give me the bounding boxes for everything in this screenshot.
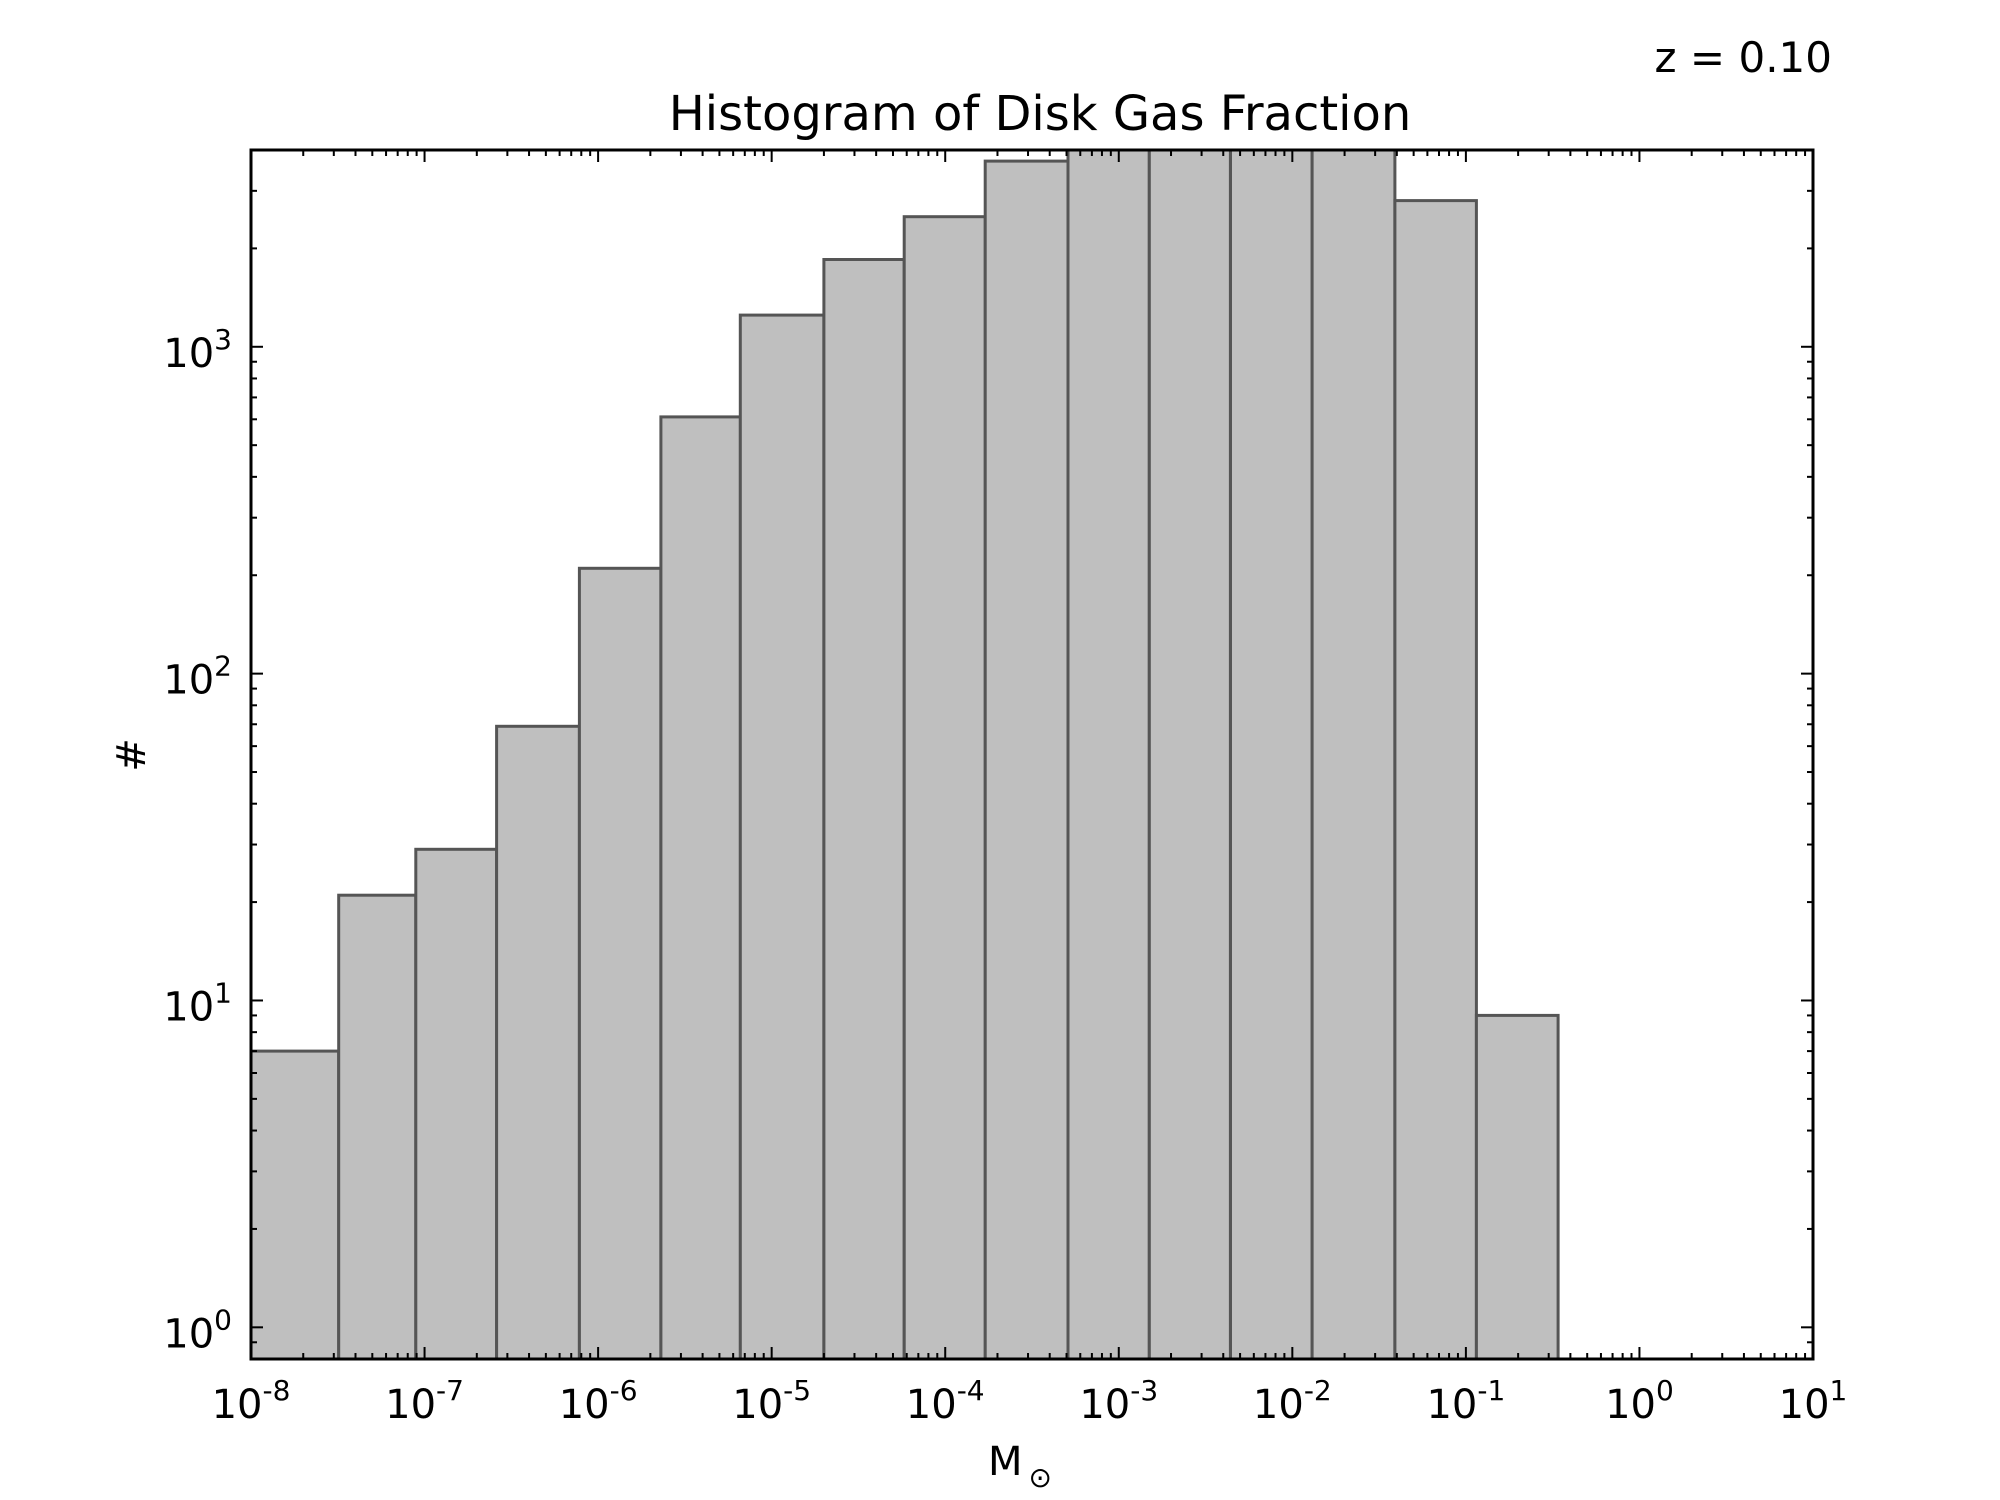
redshift-annotation: z = 0.10 bbox=[1655, 33, 1832, 82]
histogram-bar-5 bbox=[577, 566, 663, 1361]
histogram-bar-1 bbox=[249, 1049, 341, 1361]
histogram-bar-15 bbox=[1393, 199, 1478, 1361]
histogram-bar-4 bbox=[495, 724, 581, 1361]
histogram-bar-11 bbox=[1066, 148, 1151, 1361]
y-tick-labels: 100 101 102 103 bbox=[163, 323, 232, 1358]
x-tick-label: 10-1 bbox=[1426, 1374, 1505, 1428]
y-tick-label: 100 bbox=[163, 1303, 232, 1357]
x-tick-label: 101 bbox=[1779, 1374, 1848, 1428]
x-tick-labels: 10-8 10-7 10-6 10-5 10-4 10-3 10-2 10-1 100 101 bbox=[212, 1374, 1848, 1428]
histogram-bar-7 bbox=[738, 313, 826, 1361]
x-axis-label: M ⊙ bbox=[988, 1439, 1052, 1494]
x-tick-label: 10-8 bbox=[212, 1374, 291, 1428]
histogram-bar-12 bbox=[1147, 148, 1232, 1361]
x-tick-label: 100 bbox=[1605, 1374, 1674, 1428]
x-tick-label: 10-5 bbox=[732, 1374, 811, 1428]
x-tick-label: 10-2 bbox=[1253, 1374, 1332, 1428]
x-axis-label-subscript: ⊙ bbox=[1029, 1461, 1052, 1494]
histogram-bars bbox=[249, 148, 1560, 1361]
y-tick-label: 103 bbox=[163, 323, 232, 377]
histogram-bar-6 bbox=[659, 415, 742, 1361]
histogram-bar-8 bbox=[822, 258, 906, 1361]
chart-title: Histogram of Disk Gas Fraction bbox=[669, 86, 1412, 142]
histogram-bar-9 bbox=[902, 215, 987, 1361]
histogram-bar-13 bbox=[1229, 148, 1314, 1361]
histogram-bar-2 bbox=[337, 893, 418, 1361]
x-axis-label-text: M bbox=[988, 1439, 1023, 1485]
x-tick-label: 10-6 bbox=[559, 1374, 638, 1428]
histogram-bar-10 bbox=[983, 159, 1070, 1361]
x-tick-label: 10-4 bbox=[906, 1374, 985, 1428]
histogram-bar-3 bbox=[414, 847, 499, 1361]
histogram-bar-14 bbox=[1310, 148, 1397, 1361]
y-axis-label: # bbox=[109, 738, 155, 772]
y-tick-label: 101 bbox=[163, 976, 232, 1030]
histogram-bar-16 bbox=[1474, 1013, 1560, 1361]
x-tick-label: 10-3 bbox=[1079, 1374, 1158, 1428]
plot-frame bbox=[249, 148, 1815, 1361]
x-tick-label: 10-7 bbox=[385, 1374, 464, 1428]
y-tick-label: 102 bbox=[163, 650, 232, 704]
